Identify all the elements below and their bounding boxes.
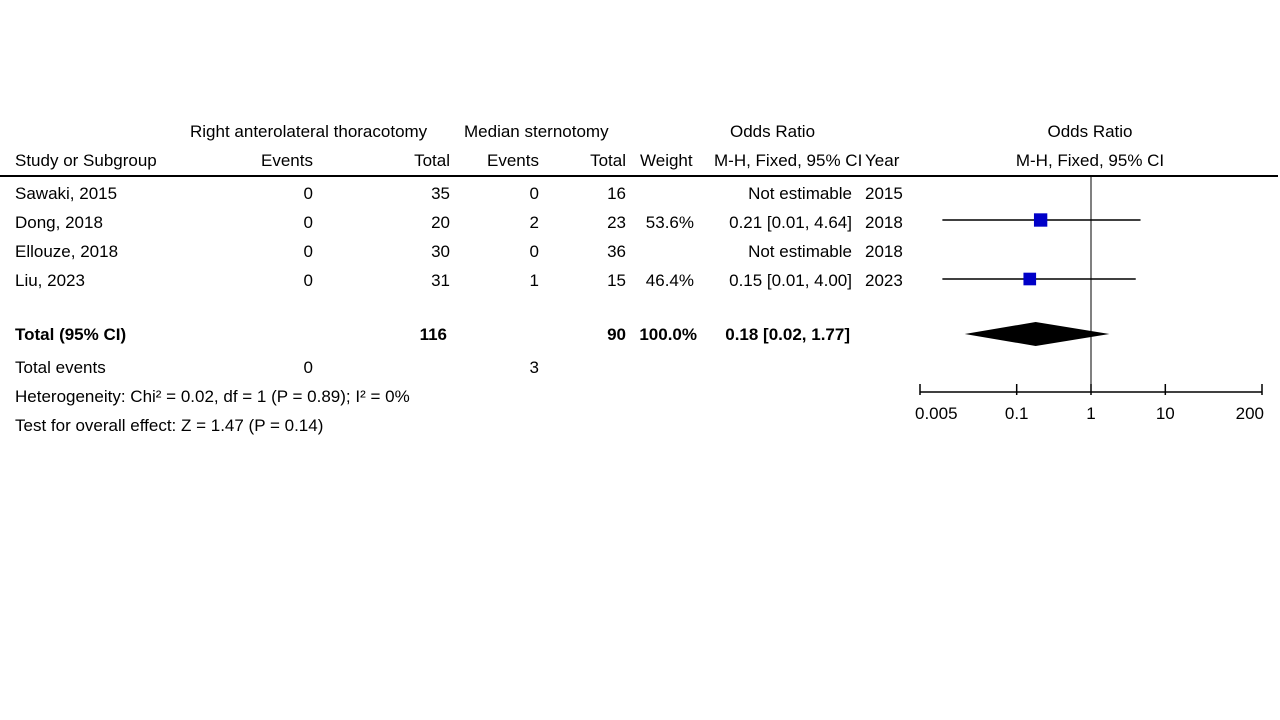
total-ci: 0.18 [0.02, 1.77] <box>725 325 850 344</box>
heterogeneity-text: Heterogeneity: Chi² = 0.02, df = 1 (P = … <box>15 387 410 406</box>
method-table-header: M-H, Fixed, 95% CI <box>714 151 863 170</box>
study-name: Ellouze, 2018 <box>15 242 119 261</box>
total1-cell: 20 <box>431 213 450 232</box>
x-axis-tick-label: 0.005 <box>915 404 958 423</box>
total2-cell: 15 <box>607 271 626 290</box>
odds-ratio-plot-header: Odds Ratio <box>1047 122 1133 141</box>
total-events1: 0 <box>303 358 313 377</box>
study-marker <box>1023 272 1037 286</box>
events2-column-header: Events <box>487 151 539 170</box>
ci-cell: Not estimable <box>748 184 852 203</box>
ci-cell: 0.15 [0.01, 4.00] <box>729 271 852 290</box>
odds-ratio-table-header: Odds Ratio <box>730 122 816 141</box>
study-marker <box>1033 213 1048 227</box>
ci-cell: 0.21 [0.01, 4.64] <box>729 213 852 232</box>
total-events-label: Total events <box>15 358 106 377</box>
events2-cell: 0 <box>529 184 539 203</box>
events1-cell: 0 <box>303 213 313 232</box>
total1-sum: 116 <box>419 325 447 344</box>
year-column-header: Year <box>865 151 900 170</box>
events2-cell: 1 <box>529 271 539 290</box>
weight-cell: 46.4% <box>645 271 694 290</box>
year-cell: 2015 <box>865 184 903 203</box>
overall-effect-text: Test for overall effect: Z = 1.47 (P = 0… <box>15 416 324 435</box>
total-label: Total (95% CI) <box>15 325 127 344</box>
total1-cell: 31 <box>431 271 450 290</box>
total2-cell: 23 <box>607 213 626 232</box>
study-column-header: Study or Subgroup <box>15 151 157 170</box>
x-axis-tick-label: 1 <box>1086 404 1095 423</box>
x-axis-tick-label: 0.1 <box>1005 404 1029 423</box>
events2-cell: 2 <box>529 213 539 232</box>
total1-cell: 30 <box>431 242 450 261</box>
year-cell: 2023 <box>865 271 903 290</box>
events1-cell: 0 <box>303 242 313 261</box>
group2-header: Median sternotomy <box>464 122 609 141</box>
total2-column-header: Total <box>590 151 626 170</box>
study-name: Liu, 2023 <box>15 271 85 290</box>
total2-cell: 16 <box>607 184 626 203</box>
weight-cell: 53.6% <box>645 213 694 232</box>
events2-cell: 0 <box>529 242 539 261</box>
header-divider <box>0 175 1278 177</box>
weight-column-header: Weight <box>640 151 693 170</box>
total2-cell: 36 <box>607 242 626 261</box>
ci-cell: Not estimable <box>748 242 852 261</box>
pooled-diamond <box>964 322 1110 346</box>
total-events2: 3 <box>529 358 539 377</box>
events1-column-header: Events <box>261 151 313 170</box>
events1-cell: 0 <box>303 184 313 203</box>
method-plot-header: M-H, Fixed, 95% CI <box>1015 151 1165 170</box>
total2-sum: 90 <box>607 325 626 344</box>
x-axis-tick-label: 10 <box>1156 404 1175 423</box>
events1-cell: 0 <box>303 271 313 290</box>
group1-header: Right anterolateral thoracotomy <box>190 122 428 141</box>
study-name: Dong, 2018 <box>15 213 103 232</box>
x-axis-tick-label: 200 <box>1236 404 1264 423</box>
study-name: Sawaki, 2015 <box>15 184 118 203</box>
total1-column-header: Total <box>414 151 450 170</box>
total-weight: 100.0% <box>639 325 697 344</box>
total1-cell: 35 <box>431 184 450 203</box>
year-cell: 2018 <box>865 242 903 261</box>
year-cell: 2018 <box>865 213 903 232</box>
